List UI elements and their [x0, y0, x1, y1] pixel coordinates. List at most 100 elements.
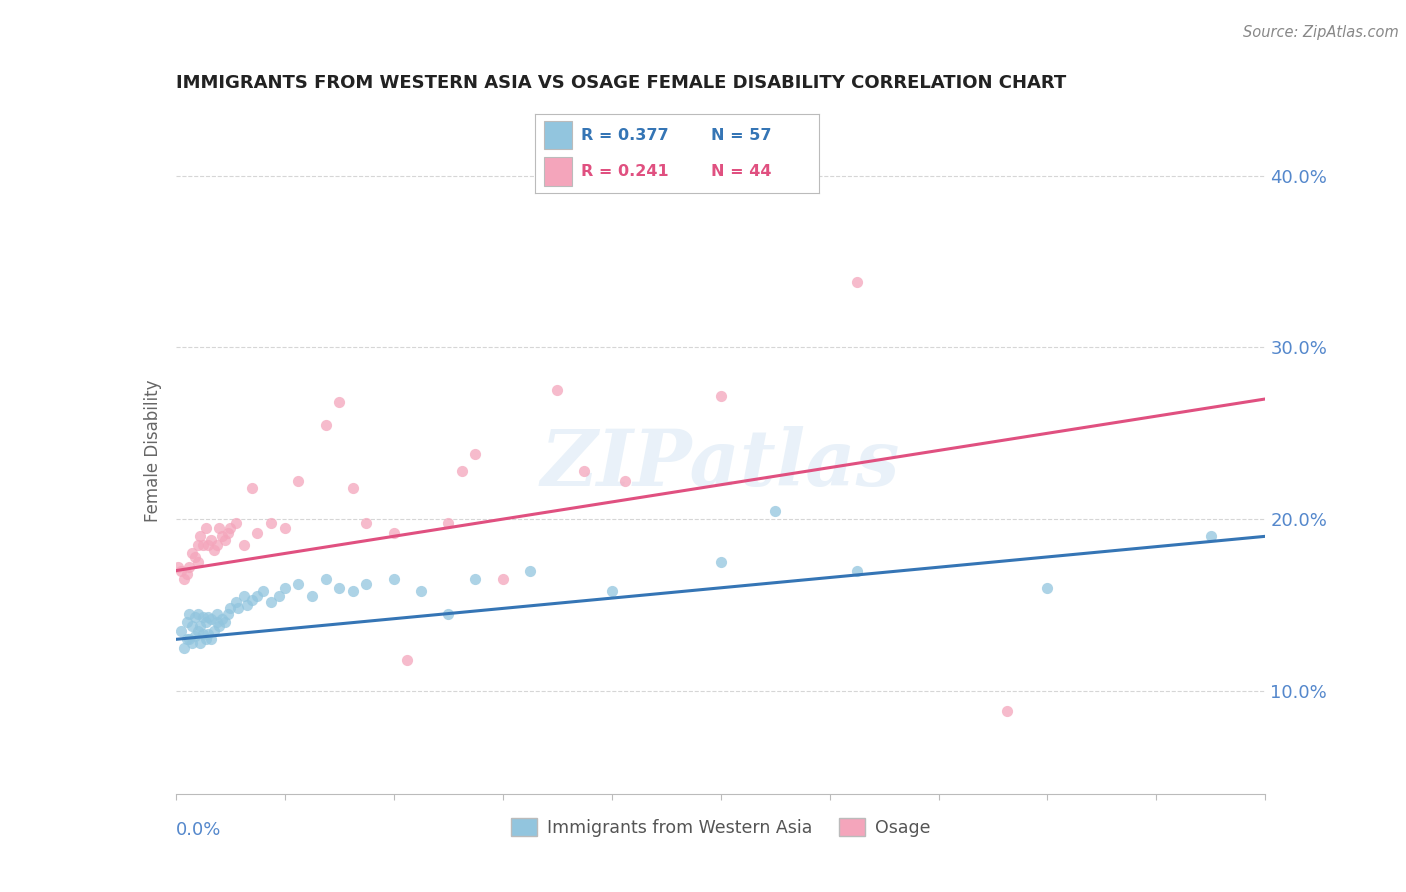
- Point: [450, 464, 472, 478]
- Point: [235, 598, 257, 612]
- Point: [287, 475, 309, 489]
- Point: [246, 590, 269, 604]
- Point: [200, 533, 222, 547]
- Point: [328, 395, 350, 409]
- Point: [356, 577, 378, 591]
- Point: [186, 555, 209, 569]
- Point: [252, 584, 274, 599]
- Point: [225, 594, 247, 608]
- Point: [240, 481, 263, 495]
- Point: [217, 607, 239, 621]
- Point: [240, 592, 263, 607]
- Point: [181, 546, 204, 561]
- Point: [600, 584, 623, 599]
- Point: [710, 555, 733, 569]
- Text: IMMIGRANTS FROM WESTERN ASIA VS OSAGE FEMALE DISABILITY CORRELATION CHART: IMMIGRANTS FROM WESTERN ASIA VS OSAGE FE…: [176, 74, 1066, 92]
- Point: [211, 529, 233, 543]
- Point: [200, 612, 222, 626]
- Point: [328, 581, 350, 595]
- Point: [845, 564, 868, 578]
- Point: [219, 521, 242, 535]
- Point: [217, 525, 239, 540]
- Point: [194, 632, 217, 647]
- Point: [167, 560, 190, 574]
- Point: [214, 615, 236, 630]
- Point: [181, 618, 204, 632]
- Point: [219, 601, 242, 615]
- Point: [396, 653, 419, 667]
- Point: [274, 521, 297, 535]
- Point: [188, 636, 211, 650]
- Point: [184, 610, 207, 624]
- Point: [995, 705, 1018, 719]
- Point: [191, 610, 214, 624]
- Point: [173, 640, 195, 655]
- Point: [546, 384, 568, 398]
- Point: [342, 481, 364, 495]
- Point: [194, 615, 217, 630]
- Point: [211, 612, 233, 626]
- Text: 0.0%: 0.0%: [176, 822, 221, 839]
- Point: [205, 538, 228, 552]
- Point: [274, 581, 297, 595]
- Point: [197, 610, 219, 624]
- Point: [197, 627, 219, 641]
- Point: [315, 417, 337, 432]
- Point: [179, 607, 201, 621]
- Point: [179, 632, 201, 647]
- Point: [614, 475, 637, 489]
- Point: [202, 543, 225, 558]
- Point: [184, 549, 207, 564]
- Point: [269, 590, 291, 604]
- Legend: Immigrants from Western Asia, Osage: Immigrants from Western Asia, Osage: [503, 811, 938, 844]
- Point: [228, 601, 250, 615]
- Point: [170, 564, 193, 578]
- Point: [1036, 581, 1059, 595]
- Point: [437, 607, 460, 621]
- Point: [287, 577, 309, 591]
- Point: [845, 275, 868, 289]
- Point: [186, 607, 209, 621]
- Point: [191, 538, 214, 552]
- Point: [382, 572, 405, 586]
- Point: [232, 590, 254, 604]
- Point: [176, 632, 198, 647]
- Point: [382, 525, 405, 540]
- Point: [191, 627, 214, 641]
- Point: [464, 572, 486, 586]
- Point: [409, 584, 432, 599]
- Point: [710, 388, 733, 402]
- Point: [519, 564, 541, 578]
- Point: [202, 624, 225, 638]
- Y-axis label: Female Disability: Female Disability: [143, 379, 162, 522]
- Point: [342, 584, 364, 599]
- Point: [763, 503, 786, 517]
- Point: [186, 538, 209, 552]
- Point: [176, 567, 198, 582]
- Text: ZIPatlas: ZIPatlas: [541, 426, 900, 502]
- Text: Source: ZipAtlas.com: Source: ZipAtlas.com: [1243, 25, 1399, 40]
- Point: [208, 521, 231, 535]
- Point: [208, 618, 231, 632]
- Point: [464, 447, 486, 461]
- Point: [184, 629, 207, 643]
- Point: [205, 607, 228, 621]
- Point: [197, 538, 219, 552]
- Point: [574, 464, 596, 478]
- Point: [181, 636, 204, 650]
- Point: [186, 624, 209, 638]
- Point: [315, 572, 337, 586]
- Point: [301, 590, 323, 604]
- Point: [179, 560, 201, 574]
- Point: [1199, 529, 1222, 543]
- Point: [205, 615, 228, 630]
- Point: [260, 594, 283, 608]
- Point: [356, 516, 378, 530]
- Point: [173, 572, 195, 586]
- Point: [188, 529, 211, 543]
- Point: [260, 516, 283, 530]
- Point: [200, 632, 222, 647]
- Point: [232, 538, 254, 552]
- Point: [176, 615, 198, 630]
- Point: [492, 572, 515, 586]
